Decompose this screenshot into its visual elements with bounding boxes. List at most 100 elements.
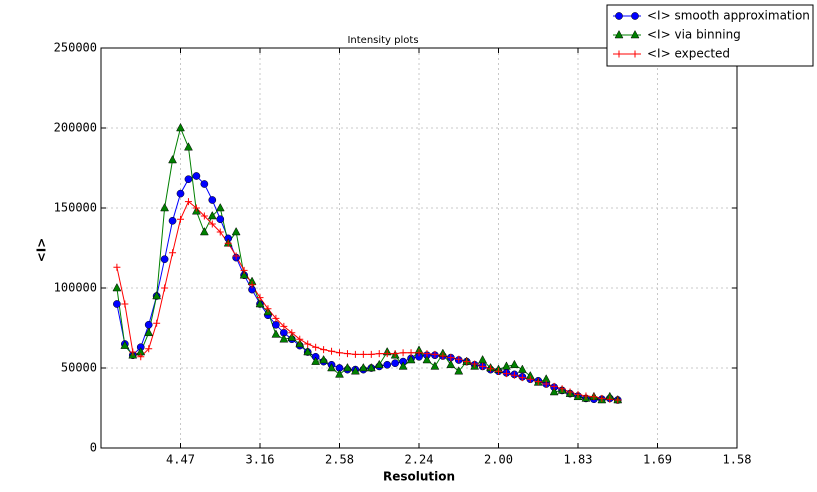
data-point <box>455 355 463 363</box>
data-point <box>296 335 304 343</box>
data-point <box>550 382 558 390</box>
data-point <box>439 352 447 360</box>
data-point <box>224 239 232 247</box>
data-point <box>255 298 265 308</box>
data-point <box>463 358 471 366</box>
data-point <box>152 290 162 300</box>
data-point <box>351 350 359 358</box>
data-point <box>423 350 431 358</box>
data-point <box>534 378 542 386</box>
data-point <box>398 361 408 370</box>
data-point <box>239 270 249 279</box>
data-point <box>144 320 153 329</box>
data-point <box>614 396 622 404</box>
data-point <box>113 300 121 308</box>
data-point <box>303 346 313 356</box>
data-point <box>288 329 296 337</box>
data-point <box>479 362 487 370</box>
data-point <box>184 142 193 151</box>
data-point <box>574 390 582 398</box>
data-point <box>320 346 328 354</box>
data-point <box>184 175 193 184</box>
data-point <box>169 249 177 257</box>
data-point <box>374 359 384 369</box>
data-point <box>176 122 185 132</box>
data-point <box>367 350 375 358</box>
data-point <box>383 350 391 358</box>
data-point <box>160 202 170 212</box>
x-tick-label: 1.58 <box>723 453 752 467</box>
data-point <box>391 359 399 368</box>
data-point <box>121 300 129 308</box>
data-point <box>391 350 399 358</box>
data-point <box>215 202 225 212</box>
data-point <box>631 50 639 58</box>
data-point <box>399 349 407 357</box>
data-point <box>256 294 264 302</box>
data-point <box>312 343 320 351</box>
data-point <box>549 386 559 396</box>
data-point <box>177 215 184 223</box>
x-axis-label: Resolution <box>383 470 455 484</box>
data-point <box>200 212 208 220</box>
data-point <box>358 362 368 372</box>
data-point <box>199 226 209 236</box>
data-point <box>566 388 574 396</box>
data-point <box>582 392 590 400</box>
series-line <box>116 200 618 401</box>
x-tick-label: 4.47 <box>166 453 195 467</box>
legend-label: <I> via binning <box>647 28 741 42</box>
data-point <box>518 374 526 382</box>
data-point <box>120 340 130 349</box>
data-point <box>208 220 216 228</box>
data-point <box>216 215 225 224</box>
data-point <box>631 12 639 20</box>
data-point <box>137 353 145 361</box>
data-point <box>207 210 217 220</box>
data-point <box>232 252 240 260</box>
data-point <box>343 362 352 372</box>
data-point <box>431 350 439 358</box>
y-tick-label: 0 <box>90 441 97 455</box>
legend-label: <I> smooth approximation <box>647 9 810 23</box>
data-point <box>271 329 281 338</box>
data-point <box>113 263 121 271</box>
data-point <box>502 361 511 370</box>
data-point <box>272 314 280 322</box>
data-point <box>264 305 272 313</box>
data-point <box>176 189 185 198</box>
data-point <box>415 349 423 357</box>
data-point <box>112 282 122 292</box>
data-point <box>192 204 200 212</box>
data-point <box>216 228 224 236</box>
data-point <box>509 359 519 369</box>
plot-frame <box>100 47 738 449</box>
chart-title: Intensity plots <box>347 35 418 46</box>
data-point <box>145 345 153 353</box>
y-tick-label: 150000 <box>54 201 97 215</box>
x-tick-label: 2.00 <box>484 453 513 467</box>
data-point <box>558 385 566 393</box>
data-point <box>336 349 343 357</box>
data-point <box>311 356 321 365</box>
data-point <box>343 350 351 358</box>
data-point <box>240 266 248 274</box>
data-point <box>200 180 209 188</box>
data-point <box>327 362 336 372</box>
data-point <box>319 354 329 364</box>
data-point <box>192 172 201 180</box>
data-point <box>161 284 169 292</box>
legend: <I> smooth approximation <I> via binning <… <box>606 4 814 67</box>
x-tick-label: 3.16 <box>246 453 275 467</box>
data-point <box>471 360 479 368</box>
data-point <box>248 281 256 289</box>
data-point <box>366 362 376 372</box>
data-point <box>359 350 367 358</box>
data-point <box>615 12 623 20</box>
x-tick-label: 2.24 <box>405 453 434 467</box>
data-point <box>153 319 161 327</box>
data-point <box>606 395 614 403</box>
data-point <box>383 360 392 369</box>
data-point <box>129 348 137 356</box>
y-tick-label: 100000 <box>54 281 97 295</box>
